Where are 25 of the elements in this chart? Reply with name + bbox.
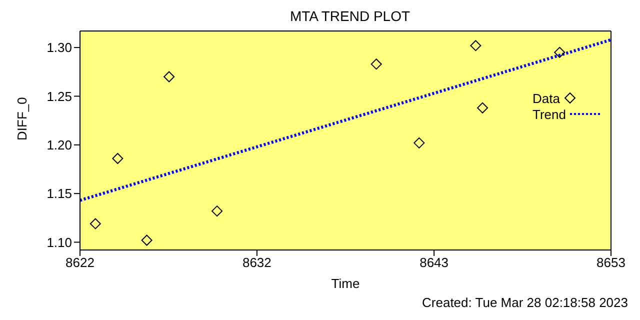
y-tick-label: 1.25 bbox=[46, 88, 72, 104]
y-axis-title: DIFF_0 bbox=[14, 97, 30, 140]
x-tick-label: 8643 bbox=[420, 255, 449, 270]
point bbox=[370, 58, 382, 70]
x-tick-label: 8632 bbox=[242, 255, 272, 270]
x-tick-label: 8622 bbox=[66, 255, 94, 270]
y-tick-label: 1.20 bbox=[46, 137, 72, 152]
legend-label: Trend bbox=[532, 106, 566, 122]
x-tick-label: 8653 bbox=[596, 255, 626, 270]
legend-label: Data bbox=[532, 90, 560, 106]
y-tick-label: 1.15 bbox=[46, 186, 72, 202]
point bbox=[414, 137, 425, 148]
x-axis-title: Time bbox=[331, 276, 360, 291]
point bbox=[554, 46, 566, 58]
point bbox=[90, 218, 101, 230]
chart-title: MTA TREND PLOT bbox=[288, 8, 412, 26]
point bbox=[112, 153, 124, 164]
point bbox=[212, 206, 223, 217]
point bbox=[477, 102, 488, 114]
y-tick-label: 1.10 bbox=[46, 234, 72, 250]
y-tick-label: 1.30 bbox=[46, 40, 72, 56]
point bbox=[141, 234, 152, 246]
point bbox=[470, 40, 482, 52]
point bbox=[164, 71, 175, 82]
text: Created: Tue Mar 28 02:18:58 2023 bbox=[422, 295, 628, 310]
